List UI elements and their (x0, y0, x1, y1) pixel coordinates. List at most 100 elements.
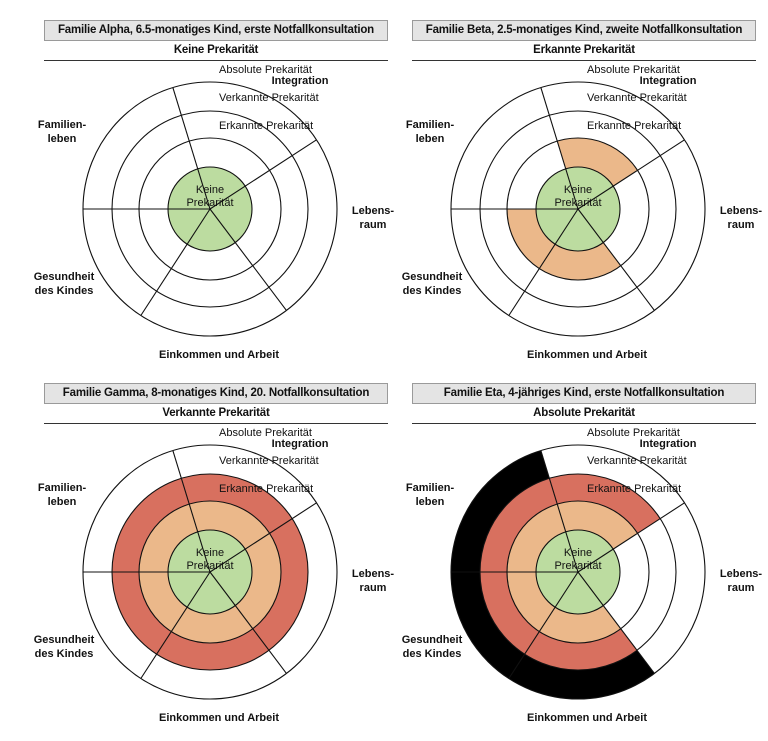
familienleben-ring-2-fill (507, 504, 566, 572)
sector-divider-1 (540, 87, 579, 210)
sector-fills (112, 473, 309, 671)
divider (44, 423, 388, 424)
sector-divider-4 (140, 571, 211, 679)
ring-label-keine: Keine Prekarität (186, 184, 233, 209)
sector-divider-4 (508, 208, 579, 316)
dimension-label-einkommen: Einkommen und Arbeit (527, 349, 647, 361)
precarity-wheel: Keine Prekarität Erkannte Prekarität Verkan… (402, 427, 763, 724)
gesundheit-ring-4-fill (451, 572, 525, 679)
ring-label-erkannte: Erkannte Prekarität (587, 120, 681, 132)
familienleben-ring-1-fill (536, 168, 578, 209)
dimension-label-gesundheit: Gesundheit des Kindes (34, 634, 95, 660)
dimension-label-lebensraum: Lebens-raum (352, 205, 395, 231)
gesundheit-ring-2-fill (139, 572, 188, 632)
gesundheit-ring-1-fill (168, 572, 210, 608)
einkommen-ring-3-fill (156, 628, 269, 671)
gesundheit-ring-1-fill (536, 572, 578, 608)
dimension-label-familienleben: Familien-leben (38, 482, 87, 508)
familienleben-ring-1-fill (168, 531, 210, 572)
panel-eta: Familie Eta, 4-jähriges Kind, erste Notf… (402, 381, 768, 741)
einkommen-ring-3-fill (524, 628, 637, 671)
panel-beta: Familie Beta, 2.5-monatiges Kind, zweite… (402, 18, 768, 378)
panel-title: Familie Beta, 2.5-monatiges Kind, zweite… (412, 20, 756, 41)
sector-divider-4 (140, 208, 211, 316)
dimension-label-integration: Integration (640, 438, 697, 450)
einkommen-ring-1-fill (187, 572, 236, 614)
dimension-label-lebensraum: Lebens-raum (720, 205, 763, 231)
lebensraum-ring-2-fill (235, 533, 282, 629)
ring-label-erkannte: Erkannte Prekarität (219, 483, 313, 495)
ring-label-erkannte: Erkannte Prekarität (587, 483, 681, 495)
ring-label-erkannte: Erkannte Prekarität (219, 120, 313, 132)
dimension-label-gesundheit: Gesundheit des Kindes (402, 634, 463, 660)
einkommen-ring-1-fill (555, 572, 604, 614)
einkommen-ring-2-fill (539, 242, 621, 281)
sector-divider-2 (577, 139, 685, 210)
gesundheit-ring-3-fill (480, 572, 540, 655)
dimension-label-gesundheit: Gesundheit des Kindes (34, 271, 95, 297)
sector-fills (451, 450, 661, 700)
ring-label-keine: Keine Prekarität (554, 184, 601, 209)
precarity-wheel: Keine Prekarität Erkannte Prekarität Verkan… (34, 64, 395, 361)
einkommen-ring-4-fill (508, 650, 655, 700)
integration-ring-1-fill (197, 167, 246, 209)
einkommen-ring-2-fill (171, 605, 253, 644)
ring-label-absolute: Absolute Prekarität (587, 64, 680, 76)
sector-divider-4 (508, 571, 579, 679)
panel-title: Familie Gamma, 8-monatiges Kind, 20. Not… (44, 383, 388, 404)
gesundheit-ring-1-fill (536, 209, 578, 245)
panel-alpha: Familie Alpha, 6.5-monatiges Kind, erste… (34, 18, 418, 378)
dimension-label-einkommen: Einkommen und Arbeit (159, 712, 279, 724)
ring-label-absolute: Absolute Prekarität (219, 64, 312, 76)
gesundheit-ring-3-fill (112, 572, 172, 655)
ring-label-verkannte: Verkannte Prekarität (587, 92, 687, 104)
familienleben-ring-4-fill (451, 450, 550, 572)
einkommen-ring-1-fill (187, 209, 236, 251)
dimension-label-lebensraum: Lebens-raum (352, 568, 395, 594)
integration-ring-1-fill (565, 530, 614, 572)
panel-title: Familie Eta, 4-jähriges Kind, erste Notf… (412, 383, 756, 404)
sector-divider-3 (577, 208, 655, 311)
integration-ring-1-fill (565, 167, 614, 209)
lebensraum-ring-1-fill (210, 186, 252, 243)
lebensraum-ring-1-fill (210, 549, 252, 606)
gesundheit-ring-2-fill (507, 572, 556, 632)
sector-divider-1 (540, 450, 579, 573)
precarity-wheel: Keine Prekarität Erkannte Prekarität Verkan… (402, 64, 763, 361)
sector-divider-3 (577, 571, 655, 674)
integration-ring-3-fill (181, 473, 293, 534)
gesundheit-ring-2-fill (507, 209, 556, 269)
ring-label-keine: Keine Prekarität (554, 547, 601, 572)
divider (44, 60, 388, 61)
dimension-label-familienleben: Familien-leben (38, 119, 87, 145)
ring-label-verkannte: Verkannte Prekarität (219, 92, 319, 104)
sector-divider-3 (209, 208, 287, 311)
gesundheit-ring-1-fill (168, 209, 210, 245)
dimension-label-gesundheit: Gesundheit des Kindes (402, 271, 463, 297)
dimension-label-familienleben: Familien-leben (406, 119, 455, 145)
sector-divider-1 (172, 450, 211, 573)
integration-ring-1-fill (197, 530, 246, 572)
lebensraum-ring-1-fill (578, 186, 620, 243)
panel-title: Familie Alpha, 6.5-monatiges Kind, erste… (44, 20, 388, 41)
dimension-label-familienleben: Familien-leben (406, 482, 455, 508)
panel-status: Absolute Prekarität (533, 407, 635, 419)
dimension-label-integration: Integration (272, 438, 329, 450)
precarity-wheel: Keine Prekarität Erkannte Prekarität Verkan… (34, 427, 395, 724)
panel-gamma: Familie Gamma, 8-monatiges Kind, 20. Not… (34, 381, 418, 741)
familienleben-ring-1-fill (168, 168, 210, 209)
einkommen-ring-2-fill (539, 605, 621, 644)
integration-ring-3-fill (549, 473, 661, 534)
divider (412, 423, 756, 424)
ring-label-keine: Keine Prekarität (186, 547, 233, 572)
dimension-label-integration: Integration (640, 75, 697, 87)
dimension-label-lebensraum: Lebens-raum (720, 568, 763, 594)
divider (412, 60, 756, 61)
ring-label-verkannte: Verkannte Prekarität (219, 455, 319, 467)
lebensraum-ring-1-fill (578, 549, 620, 606)
sector-divider-2 (577, 502, 685, 573)
dimension-label-einkommen: Einkommen und Arbeit (527, 712, 647, 724)
sector-divider-2 (209, 139, 317, 210)
familienleben-ring-1-fill (536, 531, 578, 572)
familienleben-ring-2-fill (139, 504, 198, 572)
